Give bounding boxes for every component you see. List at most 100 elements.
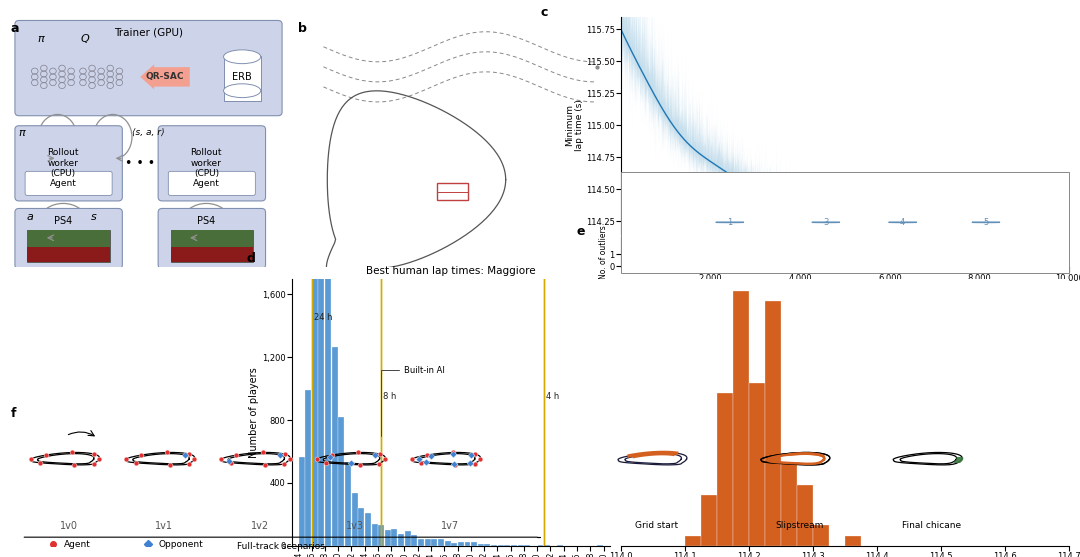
Bar — [477, 544, 484, 546]
Text: a: a — [27, 212, 33, 222]
Text: Final chicane: Final chicane — [902, 521, 961, 530]
Bar — [900, 255, 901, 266]
Bar — [765, 255, 766, 266]
Bar — [384, 530, 391, 546]
Text: Slipstream: Slipstream — [775, 521, 823, 530]
FancyBboxPatch shape — [27, 230, 110, 262]
Bar — [956, 255, 957, 266]
FancyBboxPatch shape — [158, 208, 266, 268]
Bar — [963, 255, 964, 266]
Bar — [673, 255, 674, 266]
Text: Built-in AI: Built-in AI — [381, 366, 445, 436]
FancyArrowPatch shape — [140, 65, 190, 89]
Text: 1v1: 1v1 — [156, 521, 173, 531]
FancyBboxPatch shape — [171, 229, 253, 247]
Bar — [852, 243, 853, 266]
Y-axis label: Minimum
lap time (s): Minimum lap time (s) — [565, 99, 584, 152]
Bar — [771, 255, 772, 266]
Text: • • •: • • • — [125, 157, 156, 170]
Text: 3: 3 — [823, 218, 828, 227]
Bar — [917, 255, 918, 266]
Bar — [325, 275, 332, 546]
FancyBboxPatch shape — [224, 56, 260, 101]
Text: s: s — [91, 212, 96, 222]
Bar — [930, 255, 931, 266]
Bar — [867, 255, 868, 266]
Bar — [498, 545, 503, 546]
Bar — [635, 255, 636, 266]
Text: 1: 1 — [727, 218, 732, 227]
Bar — [771, 255, 772, 266]
FancyBboxPatch shape — [171, 247, 253, 262]
Text: 24 h: 24 h — [313, 313, 332, 322]
Bar — [831, 255, 832, 266]
Bar — [1021, 255, 1022, 266]
Ellipse shape — [224, 84, 260, 97]
Bar — [399, 534, 404, 546]
Text: PS4: PS4 — [54, 216, 72, 226]
Bar — [1036, 255, 1037, 266]
Bar — [704, 255, 705, 266]
Bar — [1003, 255, 1004, 266]
Bar — [854, 243, 855, 266]
Bar — [827, 255, 828, 266]
Text: 5: 5 — [983, 218, 988, 227]
FancyBboxPatch shape — [171, 230, 253, 262]
Bar — [298, 457, 305, 546]
Bar — [937, 255, 939, 266]
Bar — [719, 255, 720, 266]
Bar — [924, 255, 926, 266]
Bar — [710, 255, 711, 266]
FancyBboxPatch shape — [15, 126, 122, 201]
Text: Opponent: Opponent — [159, 540, 204, 549]
Bar — [1068, 255, 1069, 266]
Bar — [750, 383, 765, 546]
Bar — [717, 255, 718, 266]
Bar — [338, 417, 345, 546]
Bar — [491, 545, 497, 546]
Bar — [885, 255, 887, 266]
Bar — [538, 545, 543, 546]
FancyBboxPatch shape — [27, 229, 110, 247]
Bar — [913, 255, 914, 266]
Bar — [1043, 255, 1044, 266]
Bar — [755, 255, 757, 266]
Bar — [770, 255, 771, 266]
Text: π: π — [38, 34, 44, 44]
Bar — [517, 545, 524, 546]
Bar — [936, 255, 937, 266]
Bar — [411, 535, 417, 546]
Text: d: d — [247, 252, 256, 265]
Bar — [345, 462, 351, 546]
Bar — [1047, 255, 1048, 266]
Bar — [945, 255, 946, 266]
Bar — [834, 255, 836, 266]
Bar — [944, 255, 945, 266]
Bar — [858, 243, 859, 266]
Bar — [636, 255, 637, 266]
Bar — [926, 255, 927, 266]
Bar — [765, 255, 766, 266]
Bar — [927, 255, 928, 266]
Bar — [778, 255, 779, 266]
Bar — [319, 252, 324, 546]
Bar — [955, 255, 956, 266]
FancyBboxPatch shape — [15, 21, 282, 116]
Bar — [717, 393, 733, 546]
Bar — [391, 529, 397, 546]
Bar — [768, 255, 769, 266]
Bar — [464, 541, 471, 546]
Bar — [438, 539, 444, 546]
Bar — [712, 255, 713, 266]
Text: QR-SAC: QR-SAC — [146, 72, 185, 81]
Bar — [696, 255, 697, 266]
Bar — [504, 545, 511, 546]
Bar — [891, 255, 892, 266]
Bar — [693, 255, 694, 266]
Bar — [811, 255, 812, 266]
Bar — [681, 255, 683, 266]
Bar — [365, 514, 370, 546]
Title: Best human lap times: Maggiore: Best human lap times: Maggiore — [366, 266, 536, 276]
Bar — [306, 390, 311, 546]
Bar — [1002, 255, 1003, 266]
